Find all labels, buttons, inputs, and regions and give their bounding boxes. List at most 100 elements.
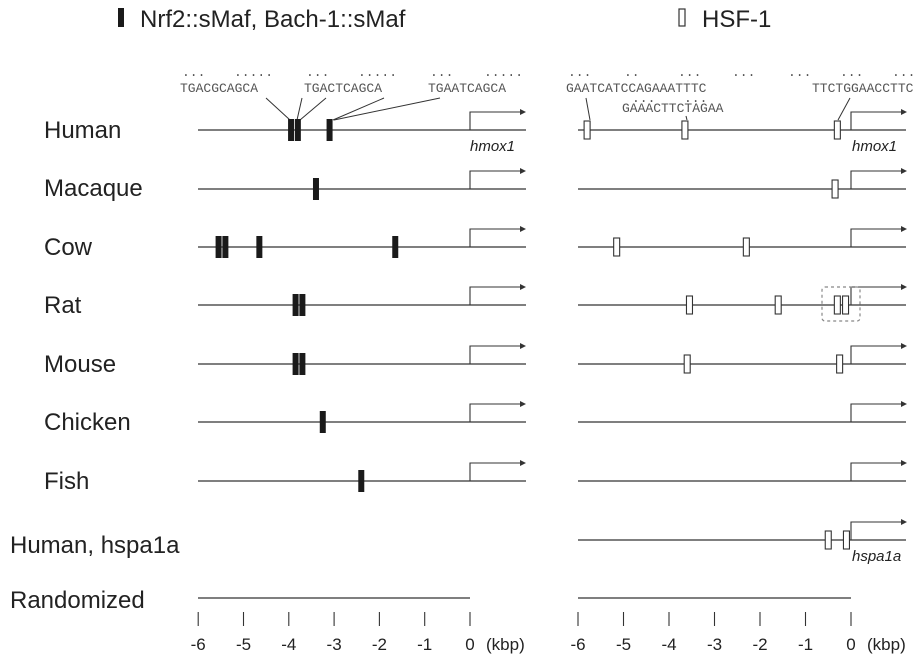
tss-arrowhead [520,109,526,115]
right-sequence: GAATCATCCAGAAATTTC [566,81,707,96]
left-dots: ..... [358,65,397,80]
nrf2-site [222,236,229,258]
tss-arrowhead [901,284,907,290]
species-label: Chicken [44,409,131,436]
tss-arrow [469,170,522,189]
axes: -6 -5 -4 -3 -2 -1 0 (kbp) -6 -5 -4 -3 -2 -1 0 (kbp) [191,612,906,654]
sequence-connector [332,97,385,121]
nrf2-site [312,178,319,200]
axis-tick-label: -5 [236,635,251,654]
axis-tick-label: -2 [372,635,387,654]
right-tracks [578,129,906,599]
right-sequence: TTCTGGAACCTTC [812,81,914,96]
sequence-connector [296,97,303,121]
gene-label-right: hmox1 [852,138,897,155]
hsf-legend-label: HSF-1 [702,6,771,33]
rat-highlight-box [821,286,861,322]
hsf-site [583,120,591,140]
nrf2-site [326,119,333,141]
tss-arrowhead [520,168,526,174]
hsf-site [841,295,850,315]
sequence-connector [585,97,591,121]
axis-tick-label: -1 [798,635,813,654]
hsf-site [685,295,694,315]
hsf-site [836,354,844,374]
tss-arrowhead [901,460,907,466]
tss-arrowhead [901,519,907,525]
axis-tick-label: -4 [661,635,676,654]
right-sequences: ... .. ... ... ... ... ... GAATCATCCAGAA… [566,65,915,121]
species-label: Randomized [10,587,145,614]
right-sequence: GAAACTTCTAGAA [622,101,724,116]
left-sequence: TGACTCAGCA [304,81,382,96]
right-dots: .. [624,65,640,80]
tss-arrowhead [520,401,526,407]
nrf2-site [294,119,301,141]
right-dots: ... [732,65,755,80]
nrf2-site [392,236,399,258]
tss-arrow [469,228,522,247]
hsf-site [774,295,782,315]
sequence-connector [333,97,441,121]
right-dots: ... [788,65,811,80]
tss-arrow [850,345,903,364]
gene-label-hspa1a: hspa1a [852,548,901,565]
species-label: Macaque [44,175,143,202]
right-dots: ... [568,65,591,80]
nrf2-site [215,236,222,258]
hsf-site [833,295,841,315]
nrf2-legend-swatch [118,8,124,27]
right-dots: ... [840,65,863,80]
sequence-connector [265,97,291,121]
tss-arrow [469,345,522,364]
tss-arrowhead [520,460,526,466]
tss-arrowhead [520,226,526,232]
nrf2-legend-label: Nrf2::sMaf, Bach-1::sMaf [140,6,406,33]
hsf-site [681,120,689,140]
axis-tick-label: -3 [707,635,722,654]
tss-arrowhead [520,284,526,290]
tss-arrowhead [901,226,907,232]
species-label: Fish [44,468,89,495]
tss-arrowhead [901,109,907,115]
sequence-connector [685,115,688,121]
nrf2-site [358,470,365,492]
binding-sites [215,119,851,550]
species-label: Cow [44,234,93,261]
right-dots: ... [678,65,701,80]
tss-arrow [850,286,903,305]
right-dots: ... [684,91,707,106]
axis-unit-label: (kbp) [867,635,906,654]
nrf2-site [256,236,263,258]
right-dots: ... [632,91,655,106]
left-dots: ... [430,65,453,80]
axis-unit-label: (kbp) [486,635,525,654]
left-tracks [198,129,526,599]
tss-arrow [850,521,903,540]
nrf2-site [292,294,299,316]
left-dots: ... [182,65,205,80]
hsf-legend-swatch [678,8,686,27]
tss-arrow [469,111,522,130]
nrf2-site [319,411,326,433]
left-sequence: TGACGCAGCA [180,81,258,96]
axis-tick-label: -2 [752,635,767,654]
left-sequences: ... ..... ... ..... ... ..... TGACGCAGCA… [180,65,523,121]
hsf-site [824,530,832,550]
nrf2-site [292,353,299,375]
species-label: Mouse [44,351,116,378]
right-dots: ... [892,65,915,80]
axis-tick-label: -6 [191,635,206,654]
hsf-site [831,179,839,199]
species-label: Rat [44,292,82,319]
tss-arrow [850,462,903,481]
tss-arrowhead [520,343,526,349]
axis-tick-label: -4 [281,635,296,654]
tss-arrow [469,462,522,481]
tss-arrowhead [901,168,907,174]
axis-tick-label: 0 [846,635,855,654]
tss-arrow [469,286,522,305]
hsf-site [683,354,691,374]
species-label: Human [44,117,121,144]
